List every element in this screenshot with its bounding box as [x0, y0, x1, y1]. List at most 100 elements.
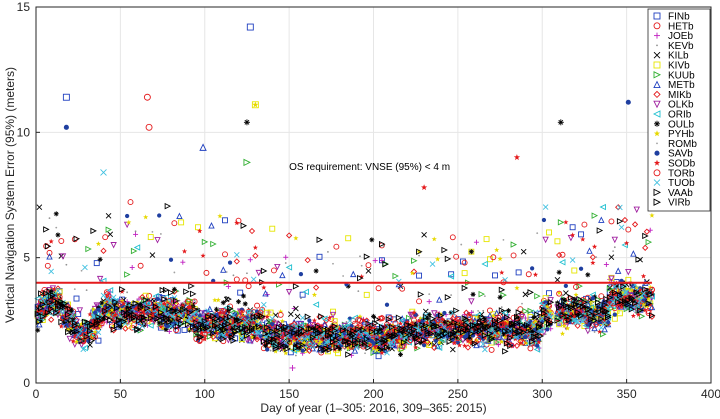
data-point: [613, 246, 616, 249]
data-point: [80, 269, 83, 272]
data-point: [157, 213, 162, 218]
data-point: [365, 262, 372, 269]
data-point: [563, 283, 568, 289]
data-point: [384, 302, 390, 307]
data-point: [262, 289, 269, 297]
data-point: [591, 325, 594, 328]
data-point: [73, 288, 76, 291]
data-point: [520, 339, 527, 346]
data-point-highlight: [63, 124, 69, 130]
y-tick-label: 0: [23, 376, 30, 390]
data-point: [506, 308, 511, 314]
data-point: [443, 341, 446, 344]
data-point: [161, 302, 168, 309]
data-point: [53, 211, 59, 217]
data-point: [127, 199, 134, 206]
data-point: [359, 255, 361, 258]
data-point: [137, 262, 144, 269]
data-point: [555, 251, 563, 259]
data-point: [501, 309, 509, 316]
data-point: [515, 269, 522, 276]
data-point: [472, 310, 474, 313]
data-point: [642, 244, 649, 251]
data-point: [206, 305, 214, 312]
data-point: [546, 229, 552, 236]
data-point: [267, 309, 274, 316]
data-point: [603, 261, 609, 267]
data-point: [55, 232, 61, 238]
data-point: [97, 256, 103, 262]
data-point: [350, 270, 357, 278]
data-point: [527, 318, 530, 320]
data-point: [351, 314, 358, 322]
data-point: [254, 302, 261, 309]
data-point: [473, 239, 479, 245]
data-point: [534, 292, 541, 300]
data-point: [171, 220, 178, 227]
data-point: [449, 234, 456, 241]
data-point: [166, 328, 172, 334]
data-point: [571, 267, 578, 274]
data-point: [342, 275, 345, 277]
data-point: [606, 285, 614, 292]
data-point: [48, 316, 55, 323]
legend-marker: [654, 150, 660, 156]
data-point: [293, 305, 299, 312]
data-point: [136, 296, 142, 302]
data-point: [94, 314, 102, 322]
y-axis-label: Vertical Navigation System Error (95%) (…: [3, 67, 17, 323]
data-point: [48, 217, 51, 220]
data-point: [556, 269, 562, 275]
data-point: [520, 248, 527, 255]
data-point: [477, 310, 480, 312]
data-point: [59, 253, 67, 260]
data-point: [106, 287, 114, 294]
data-point: [375, 285, 382, 292]
data-point: [643, 228, 651, 235]
data-point: [461, 270, 468, 277]
legend: FINbHETbJOEbKEVbKILbKIVbKUUbMETbMIKbOLKb…: [647, 8, 711, 212]
data-point: [133, 231, 139, 237]
data-point: [238, 335, 245, 342]
data-point: [225, 271, 228, 273]
data-point: [493, 338, 501, 346]
data-point: [100, 247, 107, 254]
data-point: [122, 325, 129, 332]
data-point: [345, 235, 352, 242]
data-point-highlight: [289, 364, 296, 371]
data-point: [522, 291, 529, 298]
data-point: [483, 295, 486, 298]
data-point: [195, 224, 201, 231]
legend-marker: [656, 44, 658, 47]
data-point: [522, 317, 525, 319]
data-point: [274, 263, 281, 271]
data-point: [246, 272, 248, 275]
data-point: [141, 296, 148, 304]
data-point: [93, 260, 100, 267]
data-point: [230, 320, 237, 328]
data-point: [312, 284, 320, 291]
data-point: [600, 330, 607, 338]
data-point: [306, 347, 313, 354]
data-point: [611, 236, 619, 244]
data-point: [612, 250, 615, 253]
data-point: [494, 343, 496, 346]
data-point: [327, 251, 329, 253]
data-point: [482, 340, 485, 343]
data-point: [578, 231, 585, 238]
data-point: [625, 269, 632, 276]
data-point: [312, 301, 320, 308]
data-point: [478, 290, 486, 298]
data-point: [46, 249, 53, 256]
data-point: [453, 253, 460, 260]
data-point: [500, 306, 503, 309]
data-point: [486, 312, 494, 319]
data-point: [372, 258, 378, 264]
data-point: [206, 333, 214, 340]
data-point: [171, 286, 177, 292]
data-point: [297, 322, 304, 329]
data-point: [105, 226, 113, 233]
data-point: [221, 322, 228, 330]
data-point-highlight: [145, 123, 153, 131]
data-point: [58, 294, 61, 297]
